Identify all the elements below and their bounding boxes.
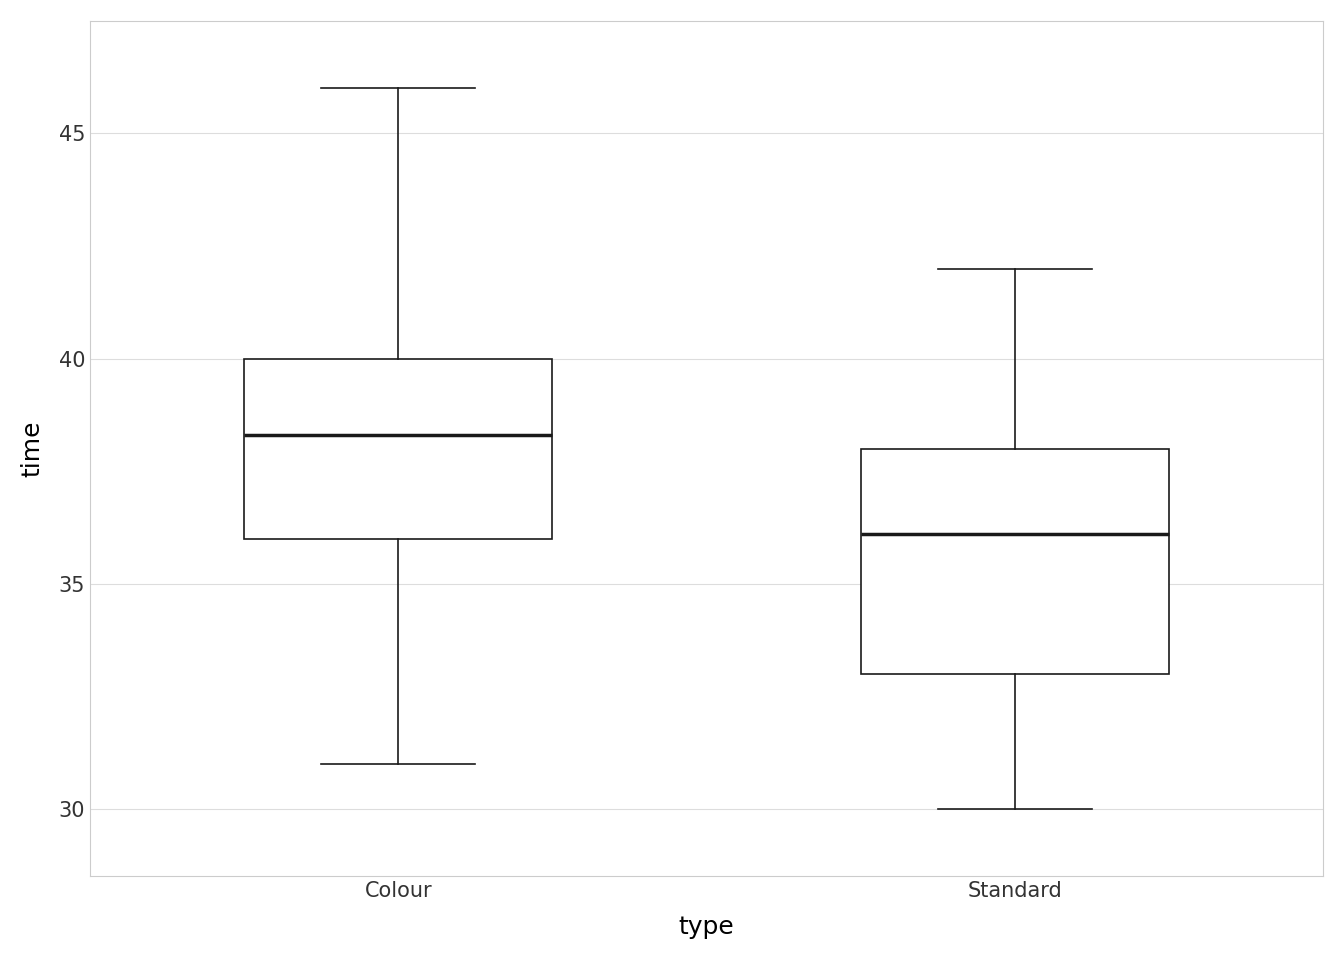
PathPatch shape bbox=[860, 448, 1169, 674]
Y-axis label: time: time bbox=[22, 420, 44, 477]
X-axis label: type: type bbox=[679, 915, 735, 939]
PathPatch shape bbox=[245, 359, 552, 539]
